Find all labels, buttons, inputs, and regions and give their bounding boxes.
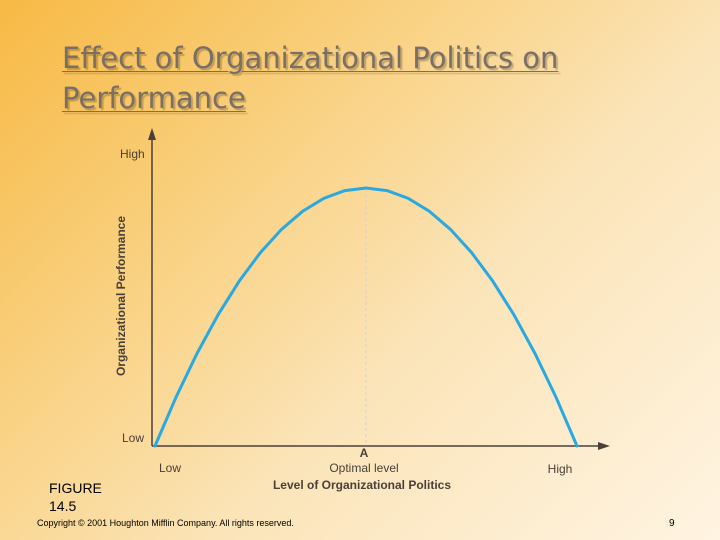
x-axis-arrowhead xyxy=(598,442,610,450)
figure-label-number: 14.5 xyxy=(49,498,77,514)
slide-title-line-2: Performance xyxy=(62,81,246,115)
x-axis-label: Level of Organizational Politics xyxy=(273,478,451,492)
page-number: 9 xyxy=(669,518,675,529)
x-tick-optimal-level: Optimal level xyxy=(329,461,398,475)
slide-title-line-1: Effect of Organizational Politics on xyxy=(62,41,559,75)
y-tick-high: High xyxy=(120,147,145,161)
optimal-point-label: A xyxy=(360,446,369,460)
x-tick-low: Low xyxy=(159,461,181,475)
y-axis-label: Organizational Performance xyxy=(114,216,128,376)
y-axis-arrowhead xyxy=(148,128,156,140)
slide-title: Effect of Organizational Politics on Perf… xyxy=(62,38,662,118)
figure-label: FIGURE 14.5 xyxy=(49,479,102,515)
figure-label-word: FIGURE xyxy=(49,480,102,496)
chart-axes xyxy=(148,128,610,450)
copyright-notice: Copyright © 2001 Houghton Mifflin Compan… xyxy=(37,518,294,528)
performance-curve xyxy=(153,186,579,448)
x-tick-high: High xyxy=(548,462,573,476)
y-tick-low: Low xyxy=(122,431,144,445)
